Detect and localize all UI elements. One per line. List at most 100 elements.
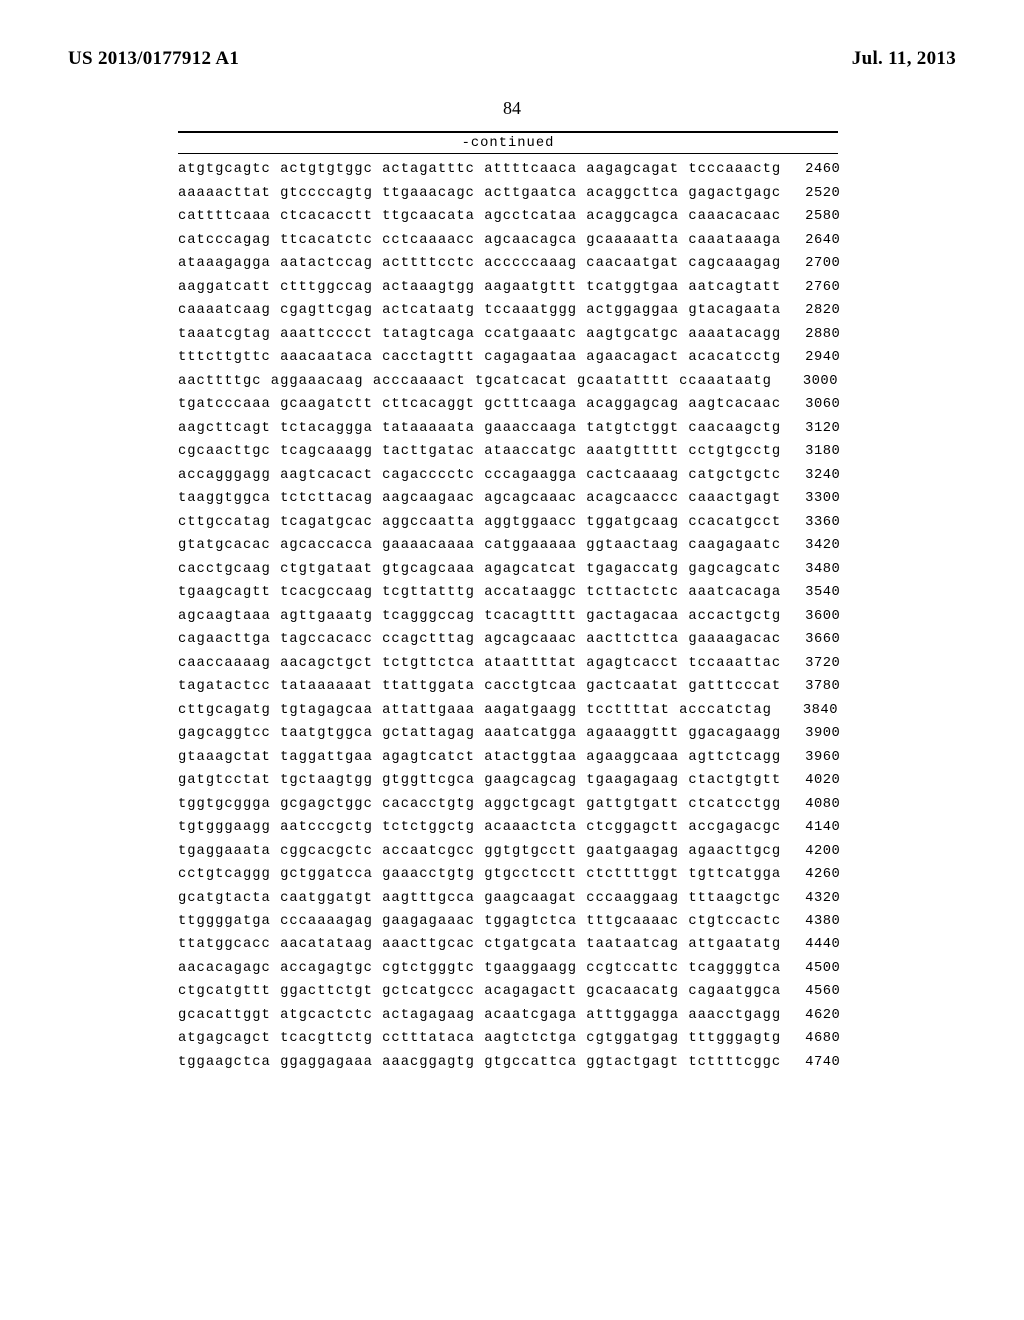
sequence-row: cttgccatag tcagatgcac aggccaatta aggtgga…	[178, 516, 838, 530]
sequence-bases: tgtgggaagg aatcccgctg tctctggctg acaaact…	[178, 821, 781, 835]
sequence-row: atgagcagct tcacgttctg cctttataca aagtctc…	[178, 1032, 838, 1046]
sequence-row: cacctgcaag ctgtgataat gtgcagcaaa agagcat…	[178, 563, 838, 577]
sequence-position: 3600	[781, 610, 840, 624]
sequence-position: 4680	[781, 1032, 840, 1046]
sequence-row: accagggagg aagtcacact cagacccctc cccagaa…	[178, 469, 838, 483]
sequence-bases: tggtgcggga gcgagctggc cacacctgtg aggctgc…	[178, 798, 781, 812]
sequence-position: 3240	[781, 469, 840, 483]
sequence-row: ataaagagga aatactccag acttttcctc accccca…	[178, 257, 838, 271]
sequence-position: 2460	[781, 163, 840, 177]
sequence-bases: ataaagagga aatactccag acttttcctc accccca…	[178, 257, 781, 271]
sequence-position: 2880	[781, 328, 840, 342]
sequence-position: 3960	[781, 751, 840, 765]
sequence-row: taaatcgtag aaattcccct tatagtcaga ccatgaa…	[178, 328, 838, 342]
sequence-row: caaaatcaag cgagttcgag actcataatg tccaaat…	[178, 304, 838, 318]
sequence-bases: cctgtcaggg gctggatcca gaaacctgtg gtgcctc…	[178, 868, 781, 882]
sequence-row: caaccaaaag aacagctgct tctgttctca ataattt…	[178, 657, 838, 671]
sequence-listing-block: -continued atgtgcagtc actgtgtggc actagat…	[178, 131, 838, 1070]
sequence-bases: gcatgtacta caatggatgt aagtttgcca gaagcaa…	[178, 892, 781, 906]
sequence-bases: caaccaaaag aacagctgct tctgttctca ataattt…	[178, 657, 781, 671]
sequence-bases: tgatcccaaa gcaagatctt cttcacaggt gctttca…	[178, 398, 781, 412]
pub-date: Jul. 11, 2013	[852, 48, 956, 70]
sequence-bases: aagcttcagt tctacaggga tataaaaata gaaacca…	[178, 422, 781, 436]
sequence-row: tgtgggaagg aatcccgctg tctctggctg acaaact…	[178, 821, 838, 835]
sequence-row: aaggatcatt ctttggccag actaaagtgg aagaatg…	[178, 281, 838, 295]
sequence-position: 3180	[781, 445, 840, 459]
sequence-bases: accagggagg aagtcacact cagacccctc cccagaa…	[178, 469, 781, 483]
sequence-bases: cgcaacttgc tcagcaaagg tacttgatac ataacca…	[178, 445, 781, 459]
sequence-position: 4140	[781, 821, 840, 835]
sequence-position: 4320	[781, 892, 840, 906]
sequence-row: tgaggaaata cggcacgctc accaatcgcc ggtgtgc…	[178, 845, 838, 859]
sequence-position: 3060	[781, 398, 840, 412]
pub-number: US 2013/0177912 A1	[68, 48, 239, 70]
sequence-bases: gtatgcacac agcaccacca gaaaacaaaa catggaa…	[178, 539, 781, 553]
sequence-bases: tgaagcagtt tcacgccaag tcgttatttg accataa…	[178, 586, 781, 600]
sequence-row: gtaaagctat taggattgaa agagtcatct atactgg…	[178, 751, 838, 765]
rule-top	[178, 131, 838, 133]
sequence-row: aacttttgc aggaaacaag acccaaaact tgcatcac…	[178, 375, 838, 389]
sequence-row: cgcaacttgc tcagcaaagg tacttgatac ataacca…	[178, 445, 838, 459]
sequence-bases: ttatggcacc aacatataag aaacttgcac ctgatgc…	[178, 938, 781, 952]
sequence-row: gcatgtacta caatggatgt aagtttgcca gaagcaa…	[178, 892, 838, 906]
sequence-position: 2760	[781, 281, 840, 295]
sequence-position: 2580	[781, 210, 840, 224]
rule-mid	[178, 153, 838, 154]
sequence-position: 2700	[781, 257, 840, 271]
sequence-position: 4260	[781, 868, 840, 882]
sequence-row: cctgtcaggg gctggatcca gaaacctgtg gtgcctc…	[178, 868, 838, 882]
sequence-row: ctgcatgttt ggacttctgt gctcatgccc acagaga…	[178, 985, 838, 999]
sequence-bases: taaggtggca tctcttacag aagcaagaac agcagca…	[178, 492, 781, 506]
sequence-position: 2640	[781, 234, 840, 248]
sequence-position: 3300	[781, 492, 840, 506]
sequence-bases: aaggatcatt ctttggccag actaaagtgg aagaatg…	[178, 281, 781, 295]
sequence-bases: cattttcaaa ctcacacctt ttgcaacata agcctca…	[178, 210, 781, 224]
sequence-bases: cacctgcaag ctgtgataat gtgcagcaaa agagcat…	[178, 563, 781, 577]
sequence-position: 2520	[781, 187, 840, 201]
sequence-row: cagaacttga tagccacacc ccagctttag agcagca…	[178, 633, 838, 647]
sequence-bases: ttggggatga cccaaaagag gaagagaaac tggagtc…	[178, 915, 781, 929]
sequence-row: agcaagtaaa agttgaaatg tcagggccag tcacagt…	[178, 610, 838, 624]
page-number: 84	[68, 98, 956, 119]
sequence-row: tggtgcggga gcgagctggc cacacctgtg aggctgc…	[178, 798, 838, 812]
sequence-bases: taaatcgtag aaattcccct tatagtcaga ccatgaa…	[178, 328, 781, 342]
sequence-row: taaggtggca tctcttacag aagcaagaac agcagca…	[178, 492, 838, 506]
sequence-bases: catcccagag ttcacatctc cctcaaaacc agcaaca…	[178, 234, 781, 248]
sequence-bases: cttgcagatg tgtagagcaa attattgaaa aagatga…	[178, 704, 772, 718]
sequence-row: atgtgcagtc actgtgtggc actagatttc attttca…	[178, 163, 838, 177]
sequence-bases: aacttttgc aggaaacaag acccaaaact tgcatcac…	[178, 375, 772, 389]
sequence-row: catcccagag ttcacatctc cctcaaaacc agcaaca…	[178, 234, 838, 248]
sequence-row: gatgtcctat tgctaagtgg gtggttcgca gaagcag…	[178, 774, 838, 788]
sequence-position: 2820	[781, 304, 840, 318]
sequence-position: 3000	[779, 375, 838, 389]
sequence-bases: tggaagctca ggaggagaaa aaacggagtg gtgccat…	[178, 1056, 781, 1070]
sequence-bases: ctgcatgttt ggacttctgt gctcatgccc acagaga…	[178, 985, 781, 999]
sequence-position: 3660	[781, 633, 840, 647]
sequence-row: tgatcccaaa gcaagatctt cttcacaggt gctttca…	[178, 398, 838, 412]
sequence-position: 4380	[781, 915, 840, 929]
sequence-row: cttgcagatg tgtagagcaa attattgaaa aagatga…	[178, 704, 838, 718]
sequence-bases: tagatactcc tataaaaaat ttattggata cacctgt…	[178, 680, 781, 694]
sequence-position: 3840	[779, 704, 838, 718]
sequence-position: 4500	[781, 962, 840, 976]
sequence-position: 4080	[781, 798, 840, 812]
sequence-position: 3120	[781, 422, 840, 436]
sequence-row: cattttcaaa ctcacacctt ttgcaacata agcctca…	[178, 210, 838, 224]
sequence-position: 3780	[781, 680, 840, 694]
sequence-bases: cagaacttga tagccacacc ccagctttag agcagca…	[178, 633, 781, 647]
sequence-row: tggaagctca ggaggagaaa aaacggagtg gtgccat…	[178, 1056, 838, 1070]
sequence-position: 3720	[781, 657, 840, 671]
sequence-bases: gtaaagctat taggattgaa agagtcatct atactgg…	[178, 751, 781, 765]
sequence-row: ttatggcacc aacatataag aaacttgcac ctgatgc…	[178, 938, 838, 952]
sequence-position: 3420	[781, 539, 840, 553]
sequence-row: aaaaacttat gtccccagtg ttgaaacagc acttgaa…	[178, 187, 838, 201]
sequence-bases: tgaggaaata cggcacgctc accaatcgcc ggtgtgc…	[178, 845, 781, 859]
sequence-row: ttggggatga cccaaaagag gaagagaaac tggagtc…	[178, 915, 838, 929]
sequence-bases: gcacattggt atgcactctc actagagaag acaatcg…	[178, 1009, 781, 1023]
sequence-position: 4020	[781, 774, 840, 788]
sequence-position: 3360	[781, 516, 840, 530]
sequence-position: 3540	[781, 586, 840, 600]
page-header: US 2013/0177912 A1 Jul. 11, 2013	[68, 48, 956, 70]
sequence-bases: agcaagtaaa agttgaaatg tcagggccag tcacagt…	[178, 610, 781, 624]
sequence-position: 4440	[781, 938, 840, 952]
